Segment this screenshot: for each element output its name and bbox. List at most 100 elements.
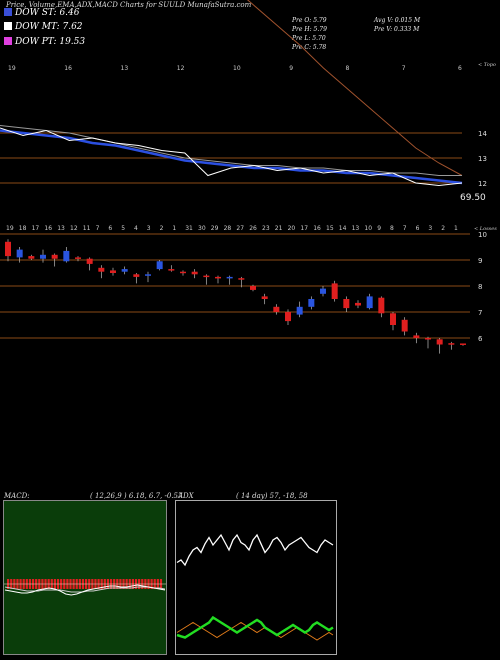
candle <box>425 336 431 349</box>
candle-body <box>16 249 23 258</box>
candle-body <box>191 271 198 275</box>
candle <box>308 296 315 310</box>
candle <box>355 300 361 309</box>
candle <box>203 274 210 285</box>
price-tick-12: 12 <box>478 180 487 188</box>
candle-body <box>320 288 326 294</box>
candle-date-label: 8 <box>390 225 394 232</box>
candle-body <box>75 257 81 259</box>
candle-date-label: 29 <box>211 225 219 232</box>
candle-date-label: 4 <box>134 225 138 232</box>
legend-label-dow-mt: DOW MT: 7.62 <box>15 22 83 32</box>
candles <box>5 239 466 354</box>
adx-lines <box>176 533 334 641</box>
price-date-label: 9 <box>289 65 293 72</box>
candle-date-label: 11 <box>83 225 91 232</box>
candle <box>168 265 175 272</box>
candle-body <box>28 256 35 259</box>
candle <box>343 296 350 312</box>
candle <box>180 270 186 276</box>
candle-date-label: 21 <box>275 225 283 232</box>
candle-body <box>86 258 93 264</box>
candle-tick-7: 7 <box>478 309 482 317</box>
candle <box>448 341 455 350</box>
stat-prev-high: Pre H: 5.79 <box>292 26 327 33</box>
legend-dow-st: DOW ST: 6.46 <box>4 8 80 18</box>
candle <box>133 273 140 284</box>
legend-label-dow-st: DOW ST: 6.46 <box>15 8 80 18</box>
stat-avg-volume: Avg V: 0.015 M <box>374 17 421 24</box>
price-date-label: 19 <box>8 65 16 72</box>
candle-date-label: 2 <box>441 225 445 232</box>
candle-date-label: 27 <box>236 225 244 232</box>
candle-date-label: 14 <box>339 225 347 232</box>
candle-body <box>261 296 268 299</box>
candle-date-label: 7 <box>403 225 407 232</box>
candle-date-label: 3 <box>428 225 432 232</box>
candle-body <box>390 313 396 325</box>
macd-line <box>4 584 166 596</box>
dow-st-line <box>0 129 463 185</box>
candle <box>28 254 35 260</box>
candle <box>16 247 23 263</box>
candle-date-label: 16 <box>44 225 52 232</box>
stat-prev-volume: Pre V: 0.333 M <box>374 26 420 33</box>
candle <box>145 271 151 283</box>
candle-date-label: 19 <box>6 225 14 232</box>
candle-tick-labels: 10 9 8 7 6 <box>478 231 487 343</box>
candle <box>378 296 385 318</box>
candle-date-label: 9 <box>377 225 381 232</box>
candle-date-label: 12 <box>70 225 78 232</box>
chart-title: Price, Volume,EMA,ADX,MACD Charts for SU… <box>6 1 252 9</box>
price-tick-13: 13 <box>478 155 487 163</box>
candle-date-label: 15 <box>326 225 334 232</box>
candle-body <box>226 276 233 279</box>
candle-body <box>145 274 151 276</box>
macd-title: MACD: <box>4 492 30 500</box>
candle <box>250 284 256 292</box>
candle <box>98 265 105 279</box>
price-tick-14: 14 <box>478 130 487 138</box>
legend-dow-mt: DOW MT: 7.62 <box>4 22 83 32</box>
candle-date-label: 30 <box>198 225 206 232</box>
candle-date-label: 6 <box>108 225 112 232</box>
candle-body <box>460 343 466 345</box>
candle-date-label: 10 <box>364 225 372 232</box>
candle <box>191 269 198 279</box>
price-date-label: 10 <box>233 65 241 72</box>
candle-body <box>51 254 58 259</box>
candle <box>215 275 221 284</box>
candle-body <box>133 274 140 277</box>
candle <box>75 256 81 262</box>
legend-dow-pt: DOW PT: 19.53 <box>4 37 85 47</box>
candle-date-label: 16 <box>313 225 321 232</box>
minus-di-line <box>176 621 334 641</box>
candle <box>331 280 338 302</box>
candle <box>366 293 373 310</box>
candle-body <box>308 299 315 307</box>
legend-swatch-dow-pt <box>4 37 12 45</box>
price-date-label: 8 <box>346 65 350 72</box>
candle-body <box>366 296 373 309</box>
candle <box>320 286 326 297</box>
candle-body <box>436 339 443 345</box>
adx-title: ADX <box>178 492 194 500</box>
price-date-label: 7 <box>402 65 406 72</box>
candle-body <box>413 335 420 338</box>
stat-prev-close: Pre C: 5.78 <box>292 44 327 51</box>
candle-date-label: 3 <box>147 225 151 232</box>
candle-body <box>331 283 338 299</box>
candle-date-label: 7 <box>96 225 100 232</box>
candle <box>51 253 58 267</box>
price-grid <box>0 132 462 184</box>
ema-mid-line <box>0 125 462 176</box>
stat-prev-open: Pre O: 5.79 <box>292 17 327 24</box>
candle-date-label: 2 <box>160 225 164 232</box>
candle-date-label: 17 <box>300 225 308 232</box>
candle-date-label: 17 <box>32 225 40 232</box>
candle-date-label: 13 <box>57 225 65 232</box>
candle-date-label: 13 <box>352 225 360 232</box>
candle-grid <box>0 233 470 339</box>
price-lines <box>0 0 463 187</box>
